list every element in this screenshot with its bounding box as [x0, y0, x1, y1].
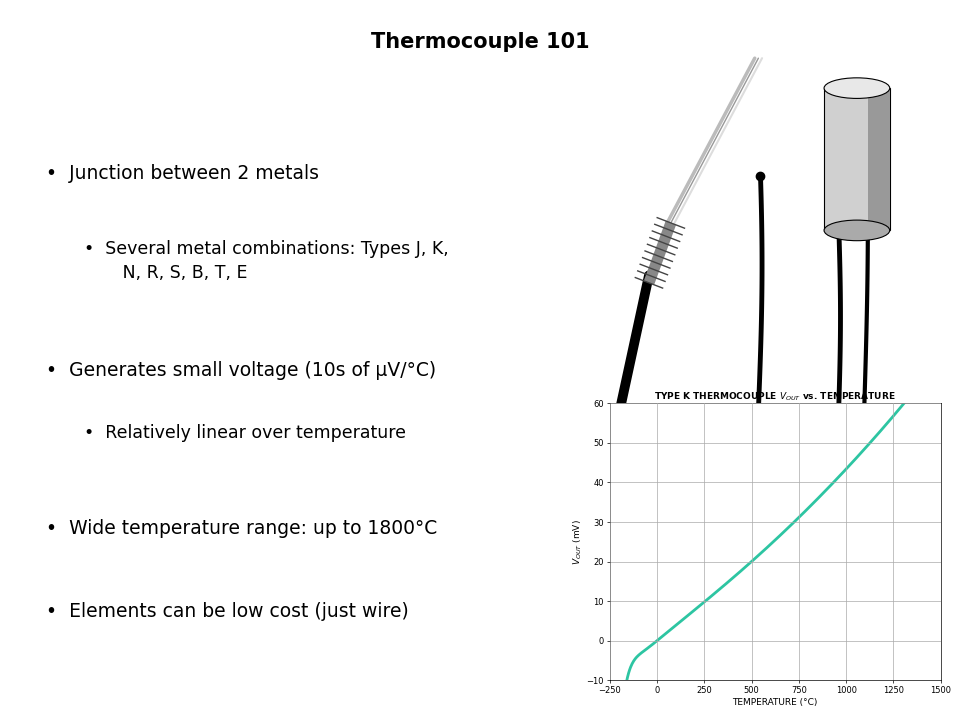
- Text: •  Several metal combinations: Types J, K,
       N, R, S, B, T, E: • Several metal combinations: Types J, K…: [84, 240, 449, 282]
- Y-axis label: $V_{OUT}$ (mV): $V_{OUT}$ (mV): [571, 519, 584, 564]
- Polygon shape: [868, 88, 890, 230]
- Text: •  Elements can be low cost (just wire): • Elements can be low cost (just wire): [45, 602, 408, 621]
- Text: •  Relatively linear over temperature: • Relatively linear over temperature: [84, 424, 406, 442]
- Text: •  Wide temperature range: up to 1800°C: • Wide temperature range: up to 1800°C: [45, 519, 437, 539]
- Text: Thermocouple 101: Thermocouple 101: [371, 32, 589, 53]
- Ellipse shape: [824, 220, 890, 240]
- X-axis label: TEMPERATURE (°C): TEMPERATURE (°C): [732, 698, 818, 707]
- Text: •  Generates small voltage (10s of μV/°C): • Generates small voltage (10s of μV/°C): [45, 361, 436, 380]
- Ellipse shape: [824, 78, 890, 99]
- Title: TYPE K THERMOCOUPLE $V_{OUT}$ vs. TEMPERATURE: TYPE K THERMOCOUPLE $V_{OUT}$ vs. TEMPER…: [655, 390, 896, 402]
- Polygon shape: [824, 88, 890, 230]
- Text: •  Junction between 2 metals: • Junction between 2 metals: [45, 164, 319, 184]
